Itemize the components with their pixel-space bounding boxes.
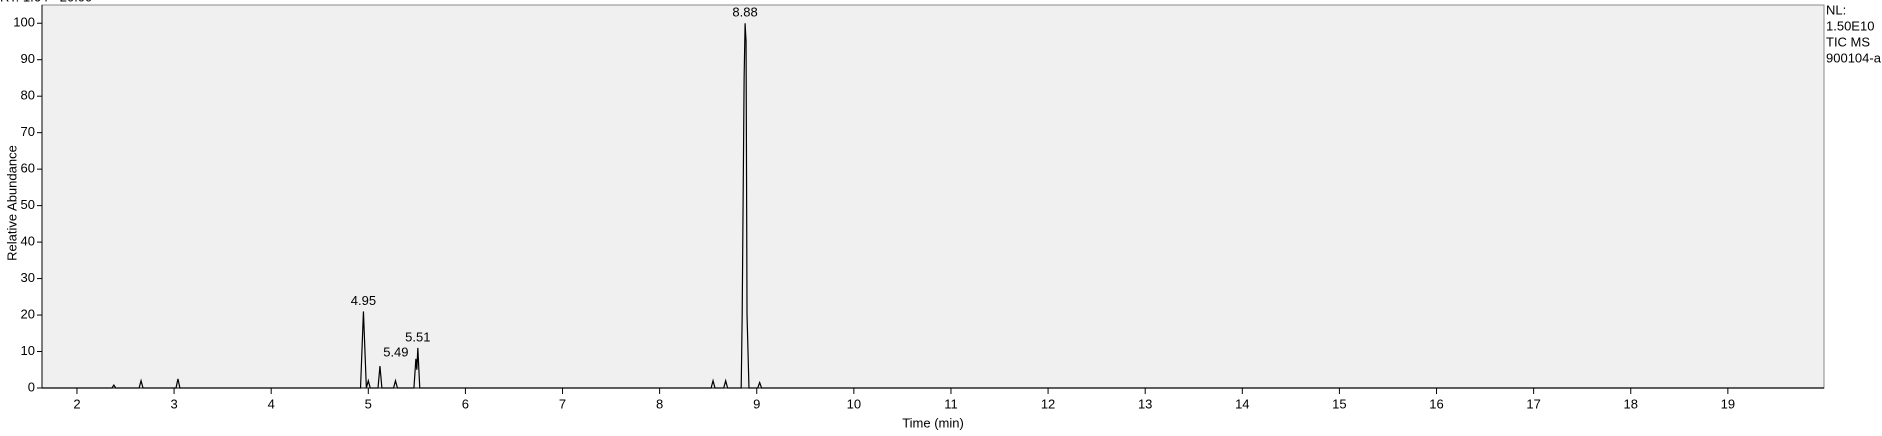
x-tick-label: 5 [365,396,372,411]
x-tick-label: 19 [1721,396,1735,411]
plot-area [41,4,1825,389]
x-tick-label: 8 [656,396,663,411]
x-axis-label: Time (min) [902,415,964,430]
x-tick-label: 12 [1041,396,1055,411]
x-tick-label: 7 [559,396,566,411]
x-tick-label: 18 [1624,396,1638,411]
y-tick-label: 100 [13,15,35,30]
x-tick-label: 3 [170,396,177,411]
y-tick-label: 40 [21,234,35,249]
range-text: RT: 1.64 - 20.00 [0,0,92,4]
y-tick-label: 20 [21,306,35,321]
y-tick-label: 90 [21,51,35,66]
x-tick-label: 9 [753,396,760,411]
y-tick-label: 60 [21,161,35,176]
x-tick-label: 4 [268,396,275,411]
x-tick-label: 2 [73,396,80,411]
y-tick-label: 80 [21,88,35,103]
y-tick-label: 70 [21,124,35,139]
x-tick-label: 10 [847,396,861,411]
x-tick-label: 11 [944,396,958,411]
x-tick-label: 15 [1332,396,1346,411]
y-tick-label: 10 [21,343,35,358]
x-tick-label: 16 [1429,396,1443,411]
y-tick-label: 50 [21,197,35,212]
peak-label: 5.51 [405,329,430,344]
annotation: 1.50E10 [1826,18,1874,33]
y-axis-label: Relative Abundance [4,145,19,261]
annotation: NL: [1826,2,1846,17]
trace [42,23,1824,389]
x-tick-label: 6 [462,396,469,411]
annotation: TIC MS [1826,34,1870,49]
y-tick-label: 30 [21,270,35,285]
y-tick-label: 0 [28,379,35,394]
x-tick-label: 14 [1235,396,1249,411]
annotation: 900104-a [1826,50,1882,65]
x-tick-label: 17 [1526,396,1540,411]
peak-label: 5.49 [383,344,408,359]
peak-label: 4.95 [351,293,376,308]
peak-label: 8.88 [732,5,757,20]
x-tick-label: 13 [1138,396,1152,411]
